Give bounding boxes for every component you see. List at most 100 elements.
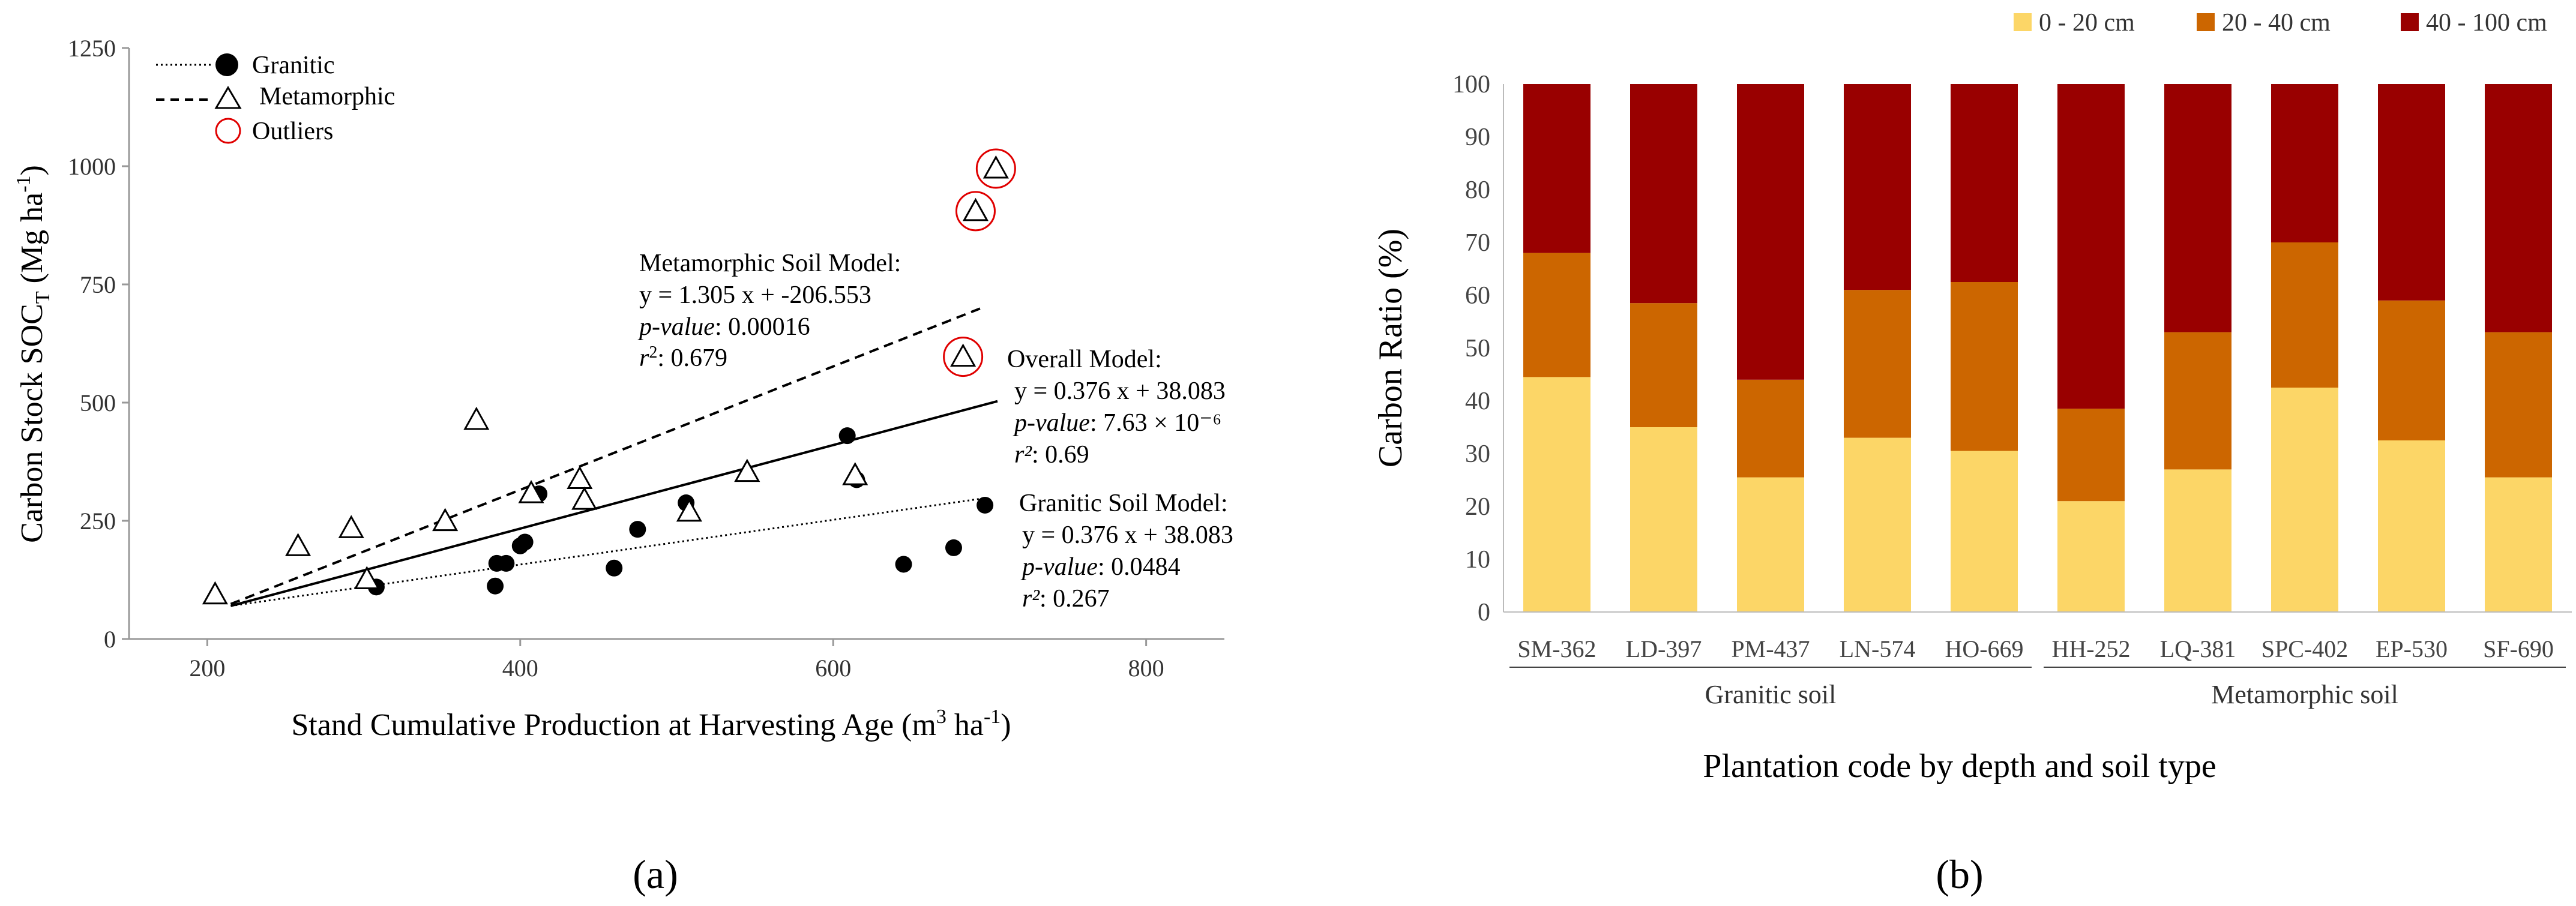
x-tick-label: PM-437 xyxy=(1731,635,1810,662)
y-tick-label: 0 xyxy=(104,626,116,653)
legend-swatch xyxy=(2401,13,2419,31)
bar-segment xyxy=(2057,409,2125,502)
bar-segment xyxy=(2164,84,2231,332)
bar-segment xyxy=(2485,477,2552,612)
y-axis-label: Carbon Ratio (%) xyxy=(1372,229,1409,467)
metamorphic-model-title: Metamorphic Soil Model: xyxy=(639,250,901,277)
regression-line xyxy=(230,497,983,607)
annotation-overall-model: Overall Model: y = 0.376 x + 38.083 p-va… xyxy=(1007,346,1226,469)
bar-segment xyxy=(2271,242,2338,388)
granitic-model-pvalue: p-value: 0.0484 xyxy=(1020,553,1181,581)
legend-metamorphic-label: Metamorphic xyxy=(259,83,395,110)
y-tick-label: 80 xyxy=(1465,176,1490,204)
y-tick-label: 500 xyxy=(80,389,116,416)
y-axis-label: Carbon Stock SOCT (Mg ha-1) xyxy=(13,165,54,543)
bar-segment xyxy=(1844,290,1911,438)
x-tick-label: 400 xyxy=(502,655,538,682)
regression-line xyxy=(230,307,983,605)
bar-segment xyxy=(1630,427,1697,612)
granitic-point xyxy=(606,559,623,577)
y-tick-label: 90 xyxy=(1465,124,1490,151)
bar-segment xyxy=(2485,332,2552,478)
y-tick-label: 70 xyxy=(1465,229,1490,257)
x-tick-label: 800 xyxy=(1128,655,1164,682)
outlier-circle xyxy=(943,337,984,377)
legend-label: 0 - 20 cm xyxy=(2039,9,2135,37)
granitic-point xyxy=(487,577,504,595)
x-tick-label: SM-362 xyxy=(1517,635,1596,662)
bar-segment xyxy=(2057,84,2125,409)
scatter-chart: 0 250 500 750 1000 1250 200 400 600 800 Granitic… xyxy=(13,35,1233,897)
x-tick-label: HH-252 xyxy=(2051,635,2130,662)
metamorphic-point xyxy=(463,406,490,430)
bar-segment xyxy=(1523,377,1590,612)
y-tick-label: 100 xyxy=(1452,71,1490,98)
metamorphic-model-pvalue: p-value: 0.00016 xyxy=(637,313,810,341)
metamorphic-point xyxy=(571,487,598,510)
overall-model-equation: y = 0.376 x + 38.083 xyxy=(1014,377,1226,405)
legend-swatch xyxy=(2014,13,2032,31)
outlier-point xyxy=(983,155,1009,179)
bar-segment xyxy=(2378,84,2445,301)
bar-segment xyxy=(2164,332,2231,470)
y-tick-label: 40 xyxy=(1465,388,1490,415)
metamorphic-point xyxy=(734,458,760,482)
stacked-bar-chart: 0 - 20 cm 20 - 40 cm 40 - 100 cm 0 10 20 30 40… xyxy=(1372,9,2572,897)
granitic-model-r2: r²: 0.267 xyxy=(1022,585,1110,613)
panel-a-label: (a) xyxy=(633,851,678,897)
granitic-model-title: Granitic Soil Model: xyxy=(1019,490,1228,517)
annotation-granitic-model: Granitic Soil Model: y = 0.376 x + 38.08… xyxy=(1019,490,1233,613)
group-label: Granitic soil xyxy=(1705,680,1837,709)
legend-granitic-marker xyxy=(215,53,238,76)
granitic-point xyxy=(516,533,534,551)
bar-segment xyxy=(1630,303,1697,427)
x-tick-label: HO-669 xyxy=(1945,635,2023,662)
metamorphic-point xyxy=(285,533,311,556)
metamorphic-point xyxy=(338,515,364,538)
bar-segment xyxy=(2485,84,2552,332)
bar-segment xyxy=(2271,388,2338,612)
x-axis-label: Stand Cumulative Production at Harvestin… xyxy=(291,706,1011,742)
outlier-circle xyxy=(975,148,1016,189)
legend: Granitic Metamorphic Outliers xyxy=(156,52,395,145)
bar-segment xyxy=(1951,282,2018,451)
x-tick-label: LN-574 xyxy=(1840,635,1916,662)
x-tick-label: SPC-402 xyxy=(2262,635,2349,662)
legend: 0 - 20 cm 20 - 40 cm 40 - 100 cm xyxy=(2014,9,2547,37)
legend-outliers-marker xyxy=(215,118,241,144)
y-tick-label: 0 xyxy=(1478,599,1490,626)
bar-segment xyxy=(1951,84,2018,282)
metamorphic-point xyxy=(518,480,544,503)
y-tick-label: 20 xyxy=(1465,493,1490,521)
metamorphic-point xyxy=(432,508,459,532)
y-tick-label: 1250 xyxy=(68,35,116,62)
bar-segment xyxy=(2057,501,2125,612)
x-tick-label: SF-690 xyxy=(2483,635,2554,662)
legend-outliers-label: Outliers xyxy=(252,118,333,145)
metamorphic-point xyxy=(202,581,228,605)
granitic-point xyxy=(895,556,912,573)
bar-segment xyxy=(1844,84,1911,290)
y-tick-label: 10 xyxy=(1465,546,1490,574)
y-tick-label: 750 xyxy=(80,271,116,298)
granitic-model-equation: y = 0.376 x + 38.083 xyxy=(1022,521,1233,549)
outlier-circle xyxy=(955,191,996,232)
granitic-point xyxy=(629,521,646,538)
y-tick-label: 1000 xyxy=(68,153,116,180)
metamorphic-point xyxy=(676,498,702,522)
metamorphic-point xyxy=(567,466,593,489)
bar-segment xyxy=(2378,300,2445,440)
legend-label: 20 - 40 cm xyxy=(2222,9,2331,37)
bar-segment xyxy=(2271,84,2338,242)
x-axis-label: Plantation code by depth and soil type xyxy=(1703,748,2216,785)
y-tick-label: 30 xyxy=(1465,440,1490,468)
group-label: Metamorphic soil xyxy=(2211,680,2398,709)
granitic-point xyxy=(838,427,856,445)
regression-line xyxy=(230,400,998,607)
overall-model-r2: r²: 0.69 xyxy=(1014,441,1089,469)
granitic-point xyxy=(498,554,515,572)
metamorphic-point xyxy=(842,462,868,485)
bar-segment xyxy=(2164,469,2231,612)
legend-granitic-label: Granitic xyxy=(252,52,335,79)
